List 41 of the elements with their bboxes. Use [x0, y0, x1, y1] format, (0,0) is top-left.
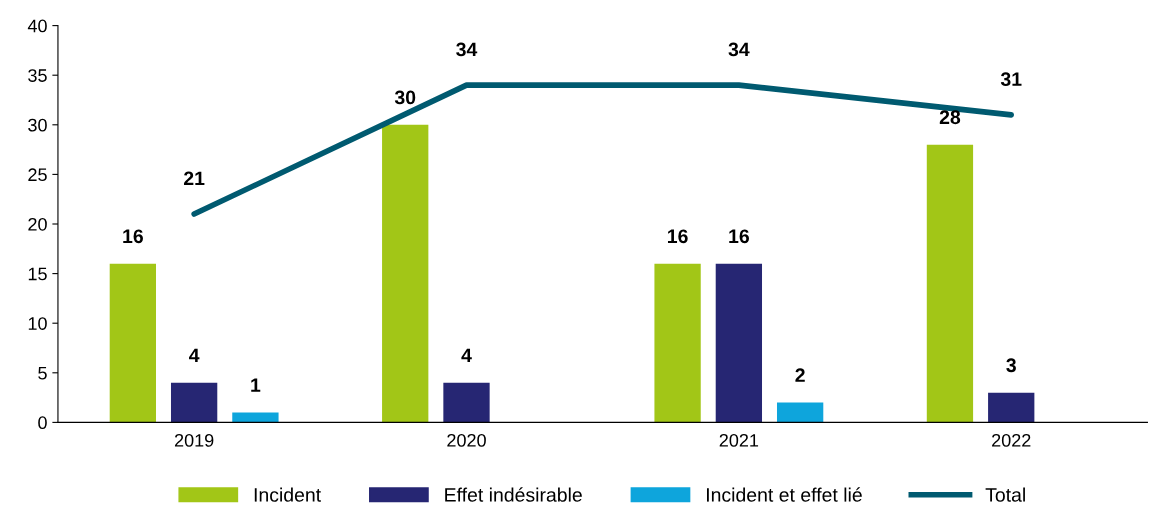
data-label: 28 — [939, 110, 961, 125]
data-label: 34 — [728, 42, 750, 57]
bar — [443, 382, 490, 423]
legend-label: Incident — [254, 487, 321, 502]
data-label: 30 — [394, 90, 416, 105]
y-tick-label: 35 — [28, 69, 47, 82]
bar — [382, 124, 429, 423]
y-tick-label: 30 — [28, 118, 47, 132]
y-tick-label: 5 — [38, 366, 47, 380]
y-tick-label: 0 — [38, 416, 47, 430]
bar — [926, 144, 974, 423]
bar — [776, 402, 824, 423]
x-tick-label: 2021 — [719, 433, 759, 447]
legend-label: Incident et effet lié — [707, 487, 862, 502]
legend-label: Effet indésirable — [445, 487, 582, 502]
y-tick-label: 40 — [27, 19, 47, 33]
bar — [654, 263, 701, 423]
bar — [109, 263, 156, 423]
data-label: 34 — [456, 42, 478, 57]
data-label: 2 — [795, 368, 805, 382]
y-tick-label: 20 — [28, 217, 47, 231]
x-tick-label: 2022 — [992, 433, 1031, 447]
bar — [232, 412, 279, 423]
bar — [170, 382, 218, 423]
data-label: 16 — [667, 229, 688, 244]
y-tick-label: 15 — [28, 267, 47, 281]
data-label: 16 — [123, 229, 143, 244]
data-label: 1 — [251, 378, 261, 392]
data-label: 4 — [189, 348, 200, 363]
y-tick-label: 25 — [28, 168, 47, 182]
data-label: 31 — [1000, 72, 1022, 87]
legend-label: Total — [985, 487, 1025, 502]
y-tick-label: 10 — [28, 317, 47, 330]
data-label: 21 — [183, 171, 205, 186]
x-tick-label: 2019 — [174, 433, 214, 447]
data-label: 3 — [1006, 358, 1016, 373]
bar — [715, 263, 763, 423]
x-tick-label: 2020 — [447, 433, 486, 447]
data-label: 4 — [461, 348, 472, 363]
bar — [988, 392, 1035, 423]
data-label: 16 — [729, 229, 749, 244]
